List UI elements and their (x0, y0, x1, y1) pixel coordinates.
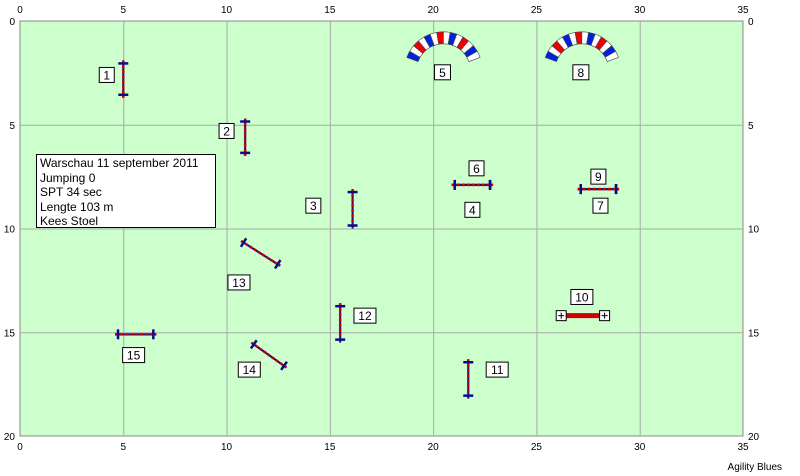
x-tick-bottom: 35 (737, 442, 749, 453)
obstacle-label-box (464, 201, 481, 218)
jump-bar (240, 239, 281, 267)
tunnel-label-box (572, 64, 590, 81)
info-line-length: Lengte 103 m (40, 199, 114, 214)
obstacle-label: 10 (575, 290, 589, 304)
x-tick-top: 5 (121, 5, 127, 16)
obstacle-label-box (305, 197, 322, 214)
obstacle-13: 13 (227, 237, 282, 291)
obstacle-label: 13 (232, 276, 246, 290)
y-tick-left: 20 (4, 432, 16, 443)
obstacle-label-box (353, 307, 377, 324)
tunnel-5: 5 (406, 31, 481, 81)
y-tick-right: 0 (748, 17, 754, 28)
x-tick-top: 35 (737, 5, 749, 16)
obstacle-label: 7 (597, 199, 604, 213)
x-tick-top: 15 (324, 5, 336, 16)
info-line-event: Warschau 11 september 2011 (40, 156, 199, 170)
course-info-box: Warschau 11 september 2011 Jumping 0 SPT… (36, 154, 216, 228)
tunnel-8: 8 (544, 31, 619, 81)
obstacle-label-box (227, 274, 251, 291)
obstacle-label-box (237, 361, 261, 378)
y-tick-right: 5 (748, 121, 754, 132)
obstacle-label: 11 (491, 363, 504, 377)
tunnel-segment (604, 50, 619, 62)
obstacle-label-box (218, 122, 235, 139)
obstacle-label: 2 (223, 124, 230, 138)
y-tick-right: 20 (748, 432, 760, 443)
obstacle-label-box (485, 361, 509, 378)
obstacle-label-box (570, 288, 594, 305)
jump-wing (249, 339, 258, 350)
obstacle-label: 9 (595, 170, 602, 184)
jump-wing (280, 360, 288, 371)
x-tick-bottom: 15 (324, 442, 336, 453)
x-tick-top: 25 (531, 5, 543, 16)
tunnel-label: 8 (578, 66, 585, 80)
y-tick-right: 10 (748, 225, 760, 236)
obstacle-label: 4 (469, 203, 476, 217)
tunnel-segment (466, 50, 481, 62)
obstacle-11: 11 (463, 359, 509, 399)
obstacle-label: 1 (103, 68, 110, 82)
tunnel-label-box (433, 64, 451, 81)
obstacle-label: 12 (358, 309, 372, 323)
x-tick-bottom: 25 (531, 442, 543, 453)
x-tick-bottom: 20 (428, 442, 440, 453)
obstacle-label-box (122, 347, 146, 364)
x-tick-top: 10 (221, 5, 233, 16)
obstacle-2: 2 (218, 118, 251, 156)
obstacle-label-box (590, 168, 607, 185)
obstacle-label: 6 (473, 162, 480, 176)
obstacle-15: 15 (115, 329, 157, 364)
credit-label: Agility Blues (727, 462, 782, 473)
y-tick-left: 5 (9, 121, 15, 132)
tunnel-label: 5 (439, 66, 446, 80)
jump-bar (250, 341, 288, 369)
x-tick-bottom: 0 (17, 442, 23, 453)
y-tick-right: 15 (748, 328, 760, 339)
info-line-spt: SPT 34 sec (40, 185, 102, 199)
obstacle-1: 1 (98, 60, 129, 98)
jump-wing (239, 237, 248, 248)
x-tick-bottom: 10 (221, 442, 233, 453)
info-line-judge: Kees Stoel (40, 214, 99, 228)
obstacle-9: 9 (577, 168, 620, 195)
x-tick-bottom: 5 (121, 442, 127, 453)
obstacle-label-box (98, 66, 115, 83)
y-tick-left: 0 (9, 17, 15, 28)
obstacle-12: 12 (335, 303, 377, 343)
x-tick-top: 30 (634, 5, 646, 16)
obstacle-label: 14 (243, 363, 257, 377)
obstacle-6: 6 (451, 160, 494, 190)
y-tick-left: 10 (4, 225, 16, 236)
jump-wing (274, 259, 282, 270)
obstacle-label-box (592, 197, 609, 214)
obstacle-label: 3 (310, 199, 317, 213)
x-tick-top: 20 (428, 5, 440, 16)
obstacle-label-box (468, 160, 485, 177)
info-line-class: Jumping 0 (40, 170, 96, 185)
obstacle-label: 15 (127, 349, 141, 363)
x-tick-top: 0 (17, 5, 23, 16)
x-tick-bottom: 30 (634, 442, 646, 453)
y-tick-left: 15 (4, 328, 16, 339)
obstacle-10: 10 (555, 288, 611, 322)
obstacle-3: 3 (305, 189, 358, 229)
obstacle-14: 14 (237, 339, 288, 378)
